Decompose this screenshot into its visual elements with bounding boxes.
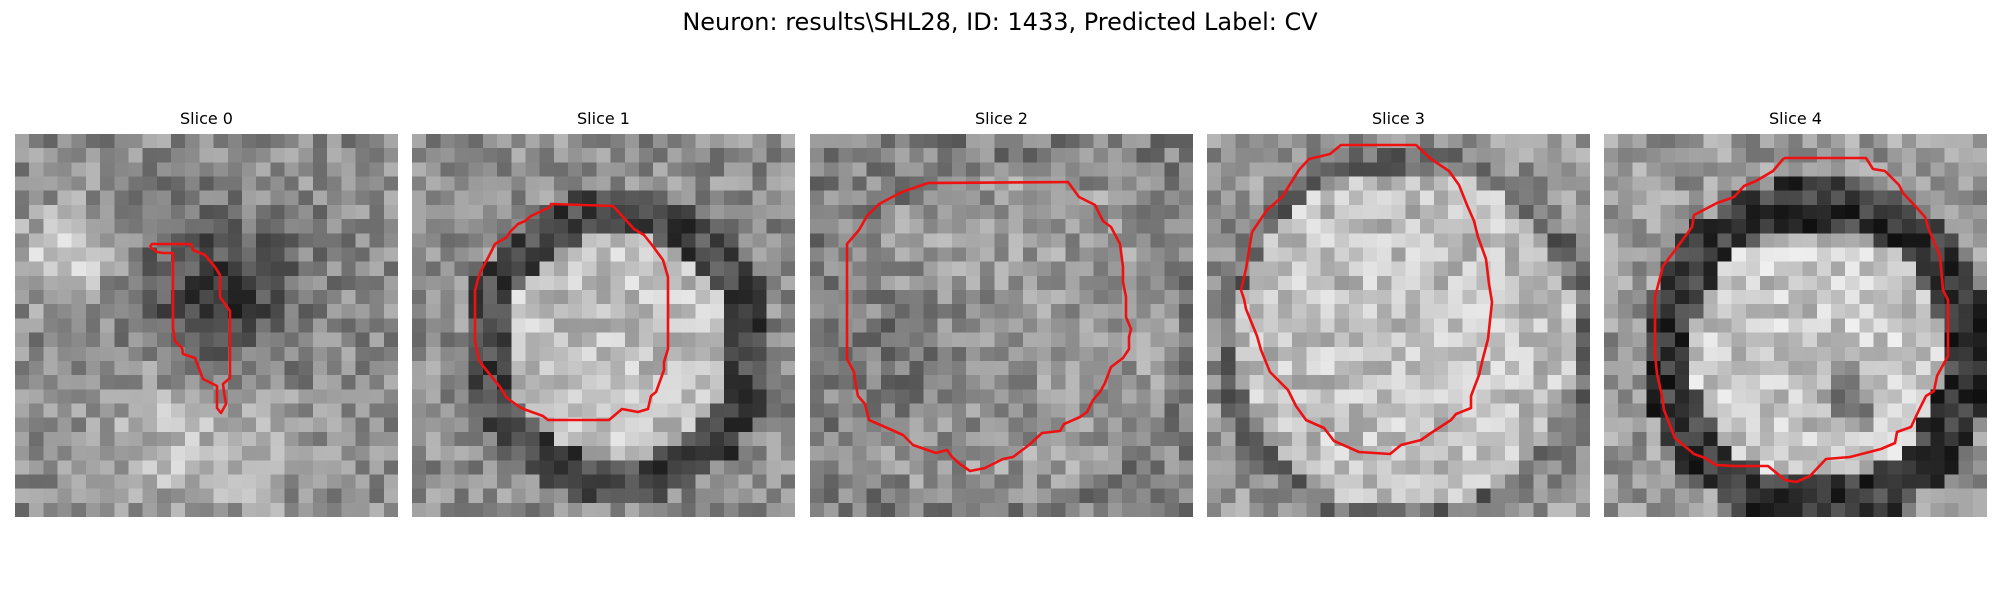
slice-0-contour-overlay xyxy=(148,242,232,415)
slice-1-panel xyxy=(412,134,795,517)
slice-0-title: Slice 0 xyxy=(180,109,233,128)
slice-4-title: Slice 4 xyxy=(1769,109,1822,128)
slice-4-image xyxy=(1604,134,1987,517)
slice-3-contour xyxy=(1239,143,1494,456)
slice-3-contour-overlay xyxy=(1239,143,1494,456)
slice-2-contour xyxy=(845,180,1133,473)
slice-0-panel xyxy=(15,134,398,517)
slice-3-title: Slice 3 xyxy=(1372,109,1425,128)
slice-2-contour-overlay xyxy=(845,180,1133,473)
slice-2-panel xyxy=(810,134,1193,517)
slice-0-image xyxy=(15,134,398,517)
slice-1-contour-overlay xyxy=(473,202,670,422)
slice-4-contour-overlay xyxy=(1653,156,1950,484)
slice-1-title: Slice 1 xyxy=(577,109,630,128)
slice-1-contour xyxy=(473,202,670,422)
slice-3-panel xyxy=(1207,134,1590,517)
slice-2-title: Slice 2 xyxy=(975,109,1028,128)
slice-4-panel xyxy=(1604,134,1987,517)
slice-3-image xyxy=(1207,134,1590,517)
slice-4-contour xyxy=(1653,156,1950,484)
figure-title: Neuron: results\SHL28, ID: 1433, Predict… xyxy=(682,8,1318,36)
slice-0-contour xyxy=(148,242,232,415)
